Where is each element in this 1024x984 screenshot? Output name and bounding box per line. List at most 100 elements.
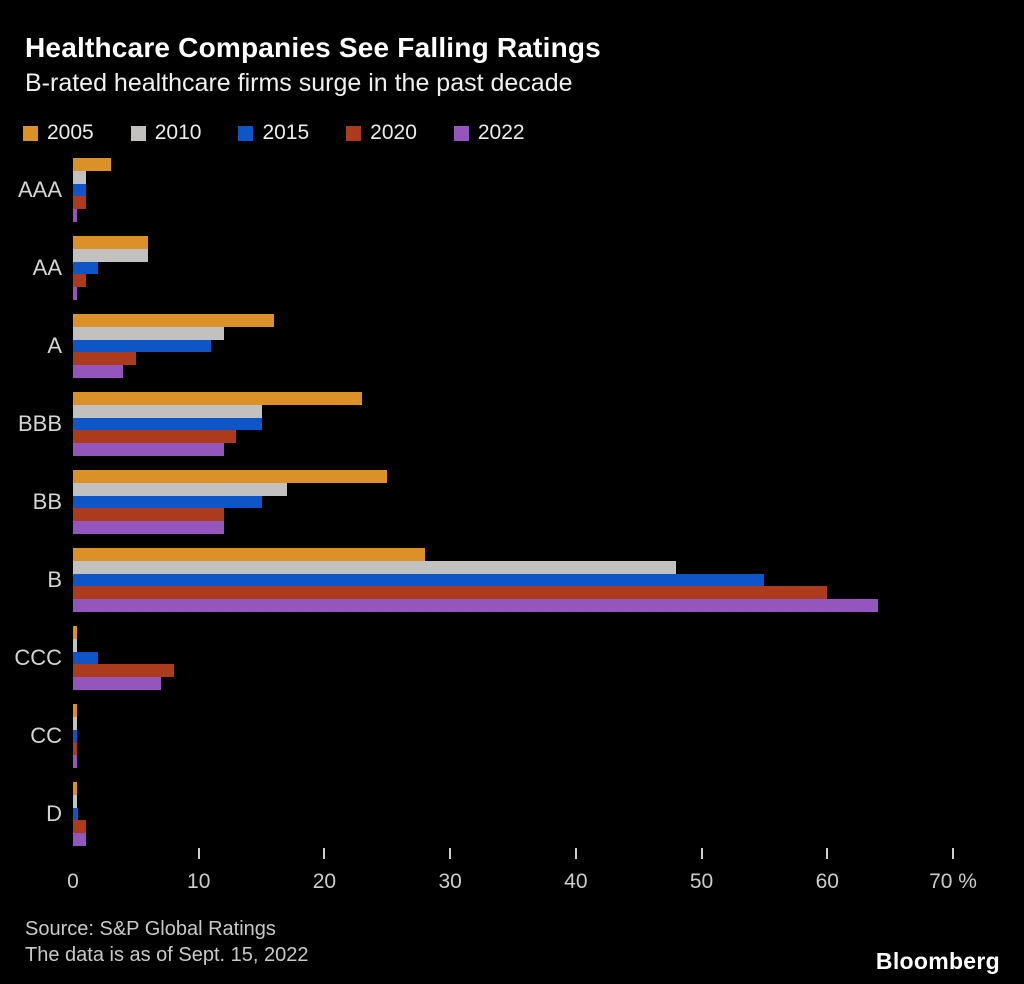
bar-AAA-2010 [73,170,86,184]
x-axis-tick-50 [700,848,703,859]
category-label: AAA [17,177,62,202]
legend-label: 2020 [370,121,417,144]
chart-rows: AAA AA A BBB BB B CCC CC D [0,158,1024,860]
legend-swatch-icon [453,125,469,141]
page-title: Healthcare Companies See Falling Ratings [25,32,601,63]
source-note: Source: S&P Global Ratings The data is a… [25,916,309,968]
legend-item-2005: 2005 [23,121,94,145]
bar-CCC-2020 [73,664,174,678]
x-axis-label-40: 40 [564,870,588,893]
bar-BB-2015 [73,495,262,509]
category-label: BBB [17,411,62,436]
bar-CC-2022 [73,755,77,768]
bar-stack [73,548,953,612]
x-axis-tick-70 [952,848,954,859]
x-axis-tick-40 [574,848,577,859]
bar-AA-2020 [73,274,86,288]
bar-BB-2010 [73,482,287,496]
category-label: CC [30,723,62,748]
legend-swatch-icon [346,125,362,141]
legend-item-2020: 2020 [346,121,417,145]
source-line: Source: S&P Global Ratings [25,918,276,940]
bar-BBB-2010 [73,404,262,418]
legend-label: 2022 [477,121,525,144]
page-subtitle: B-rated healthcare firms surge in the pa… [25,69,573,97]
bar-CCC-2022 [73,677,161,690]
x-axis-label-30: 30 [438,870,462,893]
bar-CCC-2005 [73,626,77,639]
bar-CC-2020 [73,742,77,756]
x-axis-tick-10 [197,848,200,859]
category-label: B [47,567,62,592]
bar-BB-2020 [73,508,224,522]
category-row-D: D [0,782,1024,860]
category-label: AA [32,255,62,280]
bar-CC-2005 [73,704,77,717]
bar-A-2022 [73,365,124,378]
source-date-line: The data is as of Sept. 15, 2022 [25,944,309,966]
legend-item-2010: 2010 [130,121,202,145]
x-axis-label-60: 60 [815,870,839,893]
category-row-CCC: CCC [0,626,1024,704]
bar-A-2020 [73,352,136,366]
legend-label: 2015 [262,121,310,144]
category-row-AAA: AAA [0,158,1024,236]
legend-swatch-icon [238,125,254,141]
category-label: CCC [14,645,62,670]
bar-stack [73,626,953,690]
bar-CC-2010 [73,716,77,730]
bar-AAA-2022 [73,209,77,222]
category-row-AA: AA [0,236,1024,314]
category-row-B: B [0,548,1024,626]
bar-B-2005 [73,548,425,561]
bar-AA-2015 [73,261,99,275]
bar-B-2022 [73,599,878,612]
x-axis-tick-30 [449,848,452,859]
category-row-BB: BB [0,470,1024,548]
category-label: D [46,801,62,826]
legend-item-2022: 2022 [453,121,525,145]
bar-AA-2022 [73,287,77,300]
bar-stack [73,392,953,456]
bloomberg-logo: Bloomberg [875,948,1000,974]
bar-stack [73,158,953,222]
category-row-CC: CC [0,704,1024,782]
bar-BB-2022 [73,521,224,534]
bar-AAA-2005 [73,158,111,171]
bar-B-2020 [73,586,828,600]
legend-label: 2005 [47,121,94,144]
x-axis: 0 10 20 30 40 50 60 70 % [67,846,977,906]
bar-D-2022 [73,833,86,846]
bar-AAA-2015 [73,183,86,197]
bar-AA-2010 [73,248,149,262]
bar-CCC-2015 [73,651,99,665]
legend-label: 2010 [154,121,202,144]
bar-D-2005 [73,782,77,795]
bar-BBB-2020 [73,430,237,444]
legend: 2005 2010 2015 2020 2022 [23,121,525,145]
x-axis-label-20: 20 [312,870,337,893]
bar-BBB-2005 [73,392,363,405]
legend-item-2015: 2015 [238,121,309,145]
legend-swatch-icon [130,125,146,141]
category-row-BBB: BBB [0,392,1024,470]
bar-D-2020 [73,820,86,834]
legend-swatch-icon [23,125,38,141]
bar-A-2005 [73,314,275,327]
x-axis-label-50: 50 [689,870,714,893]
bar-stack [73,236,953,300]
bar-BB-2005 [73,470,388,483]
bar-chart: AAA AA A BBB BB B CCC CC D [0,158,1024,860]
category-row-A: A [0,314,1024,392]
bar-D-2010 [73,794,77,808]
bar-A-2015 [73,339,212,353]
bar-A-2010 [73,326,224,340]
category-label: BB [32,489,62,514]
bar-B-2010 [73,560,677,574]
bar-stack [73,470,953,534]
bar-stack [73,782,953,846]
x-axis-tick-20 [323,848,326,859]
bar-BBB-2022 [73,443,224,456]
bar-stack [73,704,953,768]
